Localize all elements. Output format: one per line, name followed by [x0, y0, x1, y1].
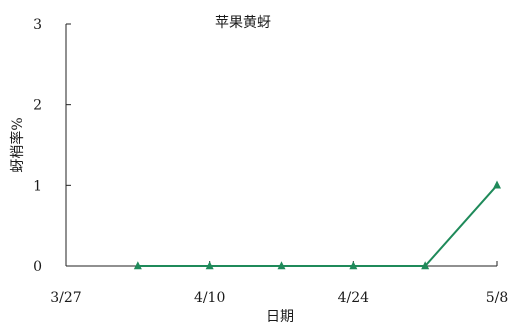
- data-point-marker: [421, 261, 430, 270]
- series-layer: [133, 180, 501, 270]
- data-point-marker: [133, 261, 142, 270]
- axes: [65, 24, 497, 267]
- y-tick-label: 2: [33, 98, 42, 114]
- y-tick-label: 0: [33, 259, 42, 275]
- y-tick-label: 3: [33, 17, 42, 33]
- y-tick-label: 1: [33, 178, 42, 194]
- x-tick-label: 5/8: [486, 290, 509, 306]
- x-tick-label: 3/27: [50, 290, 81, 306]
- data-point-marker: [205, 261, 214, 270]
- y-ticks: 0 1 2 3: [33, 17, 71, 275]
- x-ticks: 3/27 4/10 4/24 5/8: [50, 261, 508, 306]
- x-tick-label: 4/24: [338, 290, 370, 306]
- x-tick-label: 4/10: [194, 290, 225, 306]
- y-axis-label: 蚜梢率%: [9, 117, 26, 172]
- data-point-marker: [493, 180, 501, 189]
- series-line: [137, 184, 498, 267]
- data-point-marker: [277, 261, 286, 270]
- x-axis-label: 日期: [266, 309, 294, 325]
- data-point-marker: [349, 261, 358, 270]
- series-label: 苹果黄蚜: [215, 14, 271, 31]
